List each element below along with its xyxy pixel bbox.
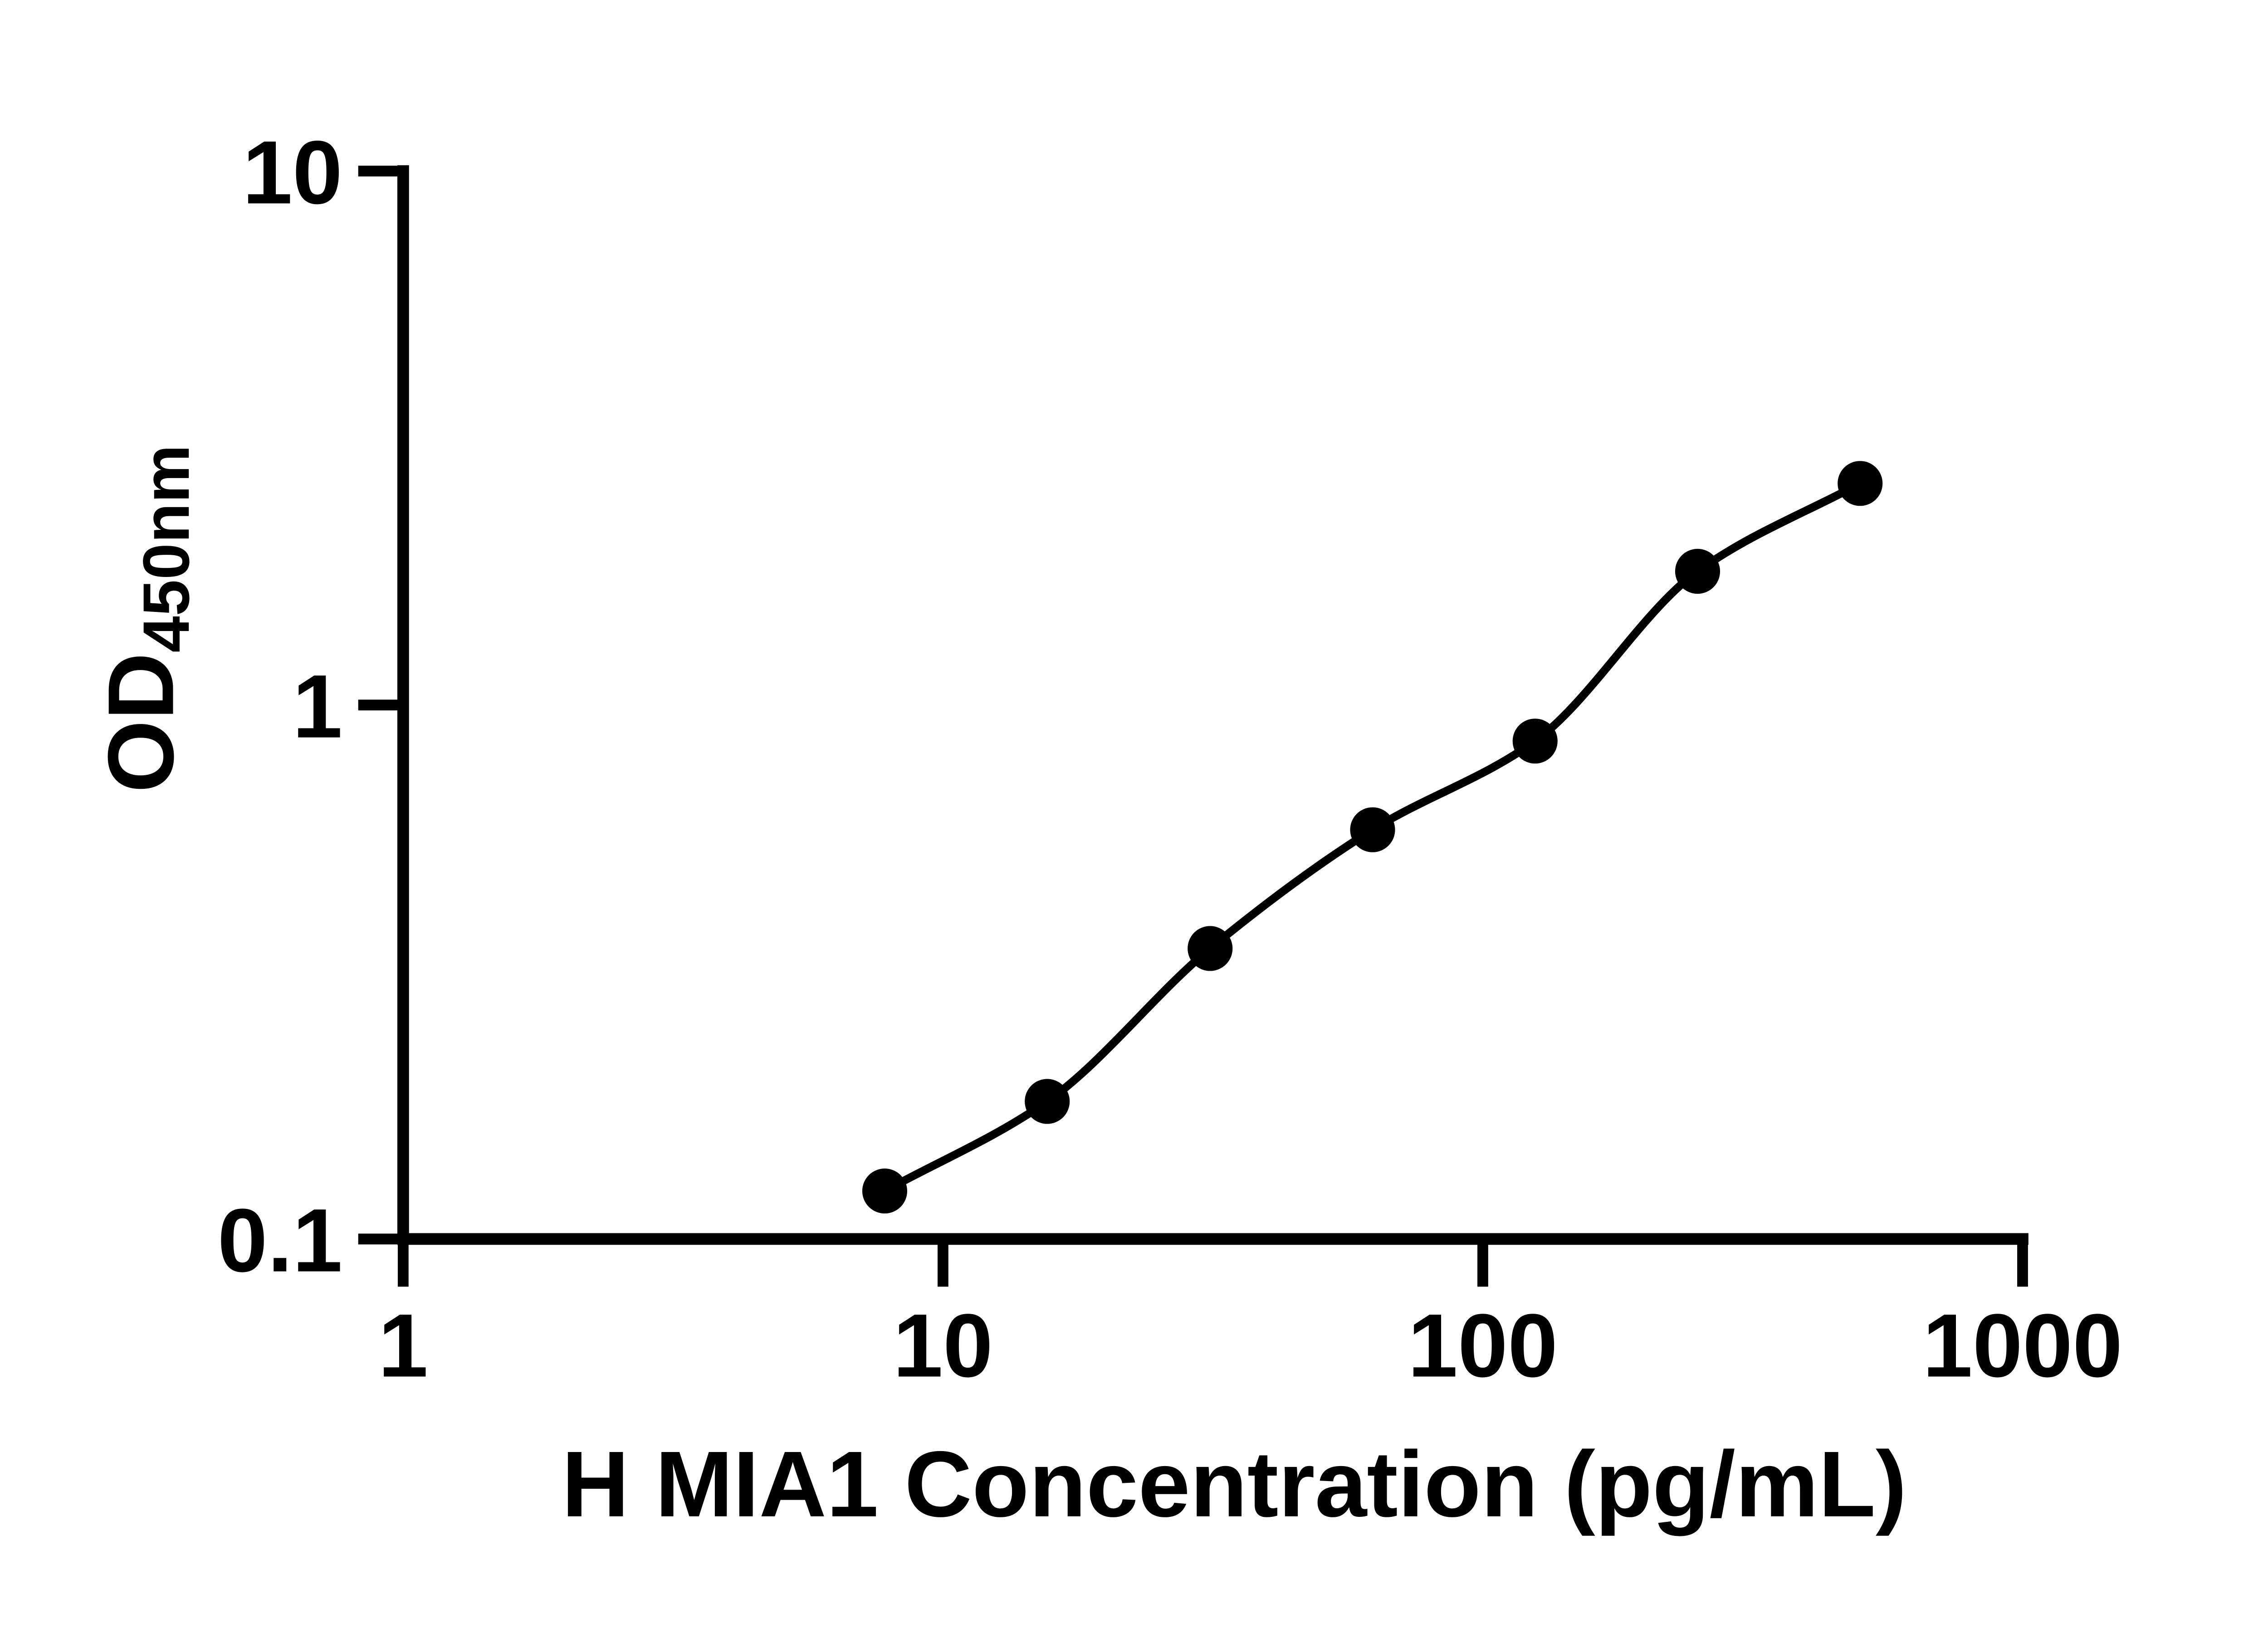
labels-layer: H MIA1 Concentration (pg/mL) OD450nm bbox=[88, 445, 1906, 1536]
data-point-500pgml bbox=[1838, 461, 1883, 506]
x-axis-title: H MIA1 Concentration (pg/mL) bbox=[562, 1432, 1906, 1536]
data-point-15.6pgml bbox=[1025, 1079, 1070, 1124]
y-axis-title-subscript: 450nm bbox=[129, 445, 203, 652]
y-axis-title: OD450nm bbox=[88, 445, 203, 792]
series-layer bbox=[862, 461, 1883, 1214]
data-point-250pgml bbox=[1675, 548, 1721, 594]
data-point-31.25pgml bbox=[1188, 926, 1233, 971]
data-point-62.5pgml bbox=[1350, 807, 1395, 852]
x-tick-label-10: 10 bbox=[893, 1296, 993, 1396]
ticks-layer: 1 10 100 1000 10 1 0.1 bbox=[218, 122, 2123, 1395]
y-tick-label-10: 10 bbox=[243, 122, 342, 222]
x-tick-label-100: 100 bbox=[1408, 1296, 1558, 1396]
y-axis-title-main: OD bbox=[88, 653, 193, 793]
y-tick-label-0.1: 0.1 bbox=[218, 1190, 342, 1291]
x-tick-label-1000: 1000 bbox=[1923, 1296, 2123, 1396]
data-point-7.8pgml bbox=[862, 1169, 908, 1214]
data-point-125pgml bbox=[1512, 719, 1558, 764]
axes-layer bbox=[397, 165, 2028, 1245]
x-tick-label-1: 1 bbox=[378, 1296, 428, 1396]
y-tick-label-1: 1 bbox=[293, 656, 342, 757]
